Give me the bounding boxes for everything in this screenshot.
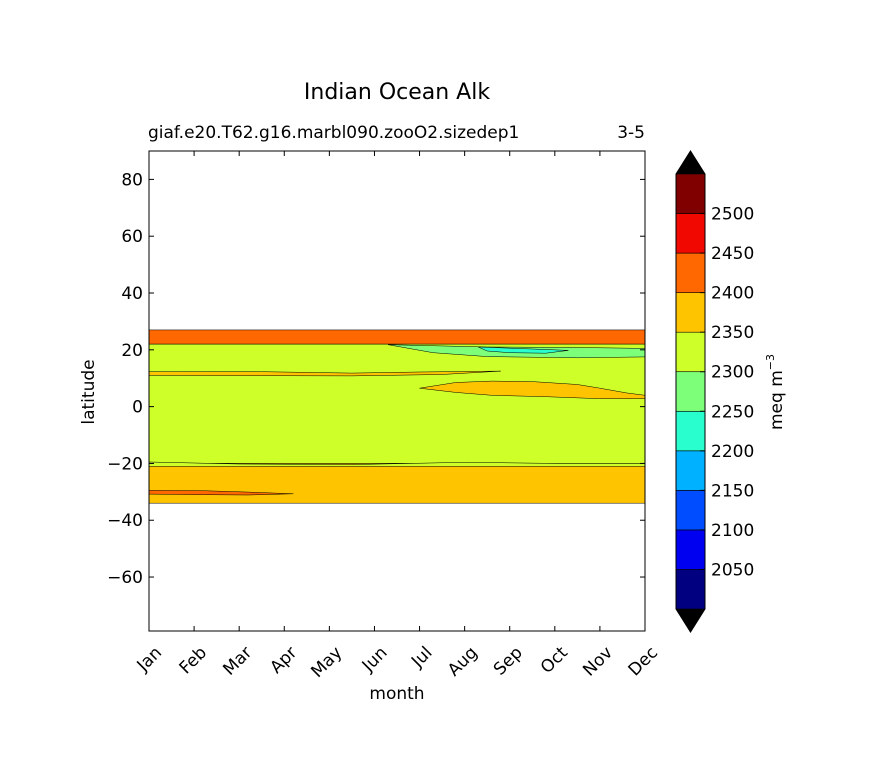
x-tick-label: Apr — [266, 643, 301, 678]
plot-frame — [148, 150, 646, 632]
colorbar-extend-min — [676, 609, 705, 632]
colorbar-tick-label: 2350 — [711, 323, 754, 343]
chart-subtitle-right: 3-5 — [617, 123, 645, 143]
x-tick-label: Jul — [407, 643, 436, 672]
colorbar-segment — [675, 371, 706, 412]
contour-region-4 — [149, 490, 294, 496]
x-tick-label: Nov — [579, 643, 617, 681]
y-tick-label: 40 — [121, 284, 143, 304]
x-tick-label: Jan — [133, 643, 166, 676]
x-axis-label: month — [369, 684, 424, 704]
colorbar-segment — [675, 410, 706, 452]
colorbar-tick-label: 2150 — [711, 481, 754, 501]
contour-region-3 — [149, 370, 501, 377]
colorbar-segment — [675, 173, 706, 214]
x-tick-label: Aug — [444, 643, 482, 681]
x-tick-label: Mar — [219, 643, 256, 680]
contour-fill-layer — [149, 329, 645, 504]
colorbar-tick-label: 2400 — [711, 284, 754, 304]
x-tick-label: Oct — [537, 643, 572, 678]
contour-band-0 — [149, 329, 645, 345]
contour-region-1 — [478, 346, 569, 354]
x-tick-label: Sep — [490, 643, 527, 680]
chart-title: Indian Ocean Alk — [304, 80, 490, 105]
y-tick-label: −60 — [107, 568, 143, 588]
x-tick-label: Feb — [176, 643, 211, 678]
y-tick-label: 60 — [121, 227, 143, 247]
contour-region-5 — [149, 461, 645, 467]
y-tick-label: −40 — [107, 511, 143, 531]
colorbar-segment — [675, 252, 706, 293]
contour-band-1 — [149, 343, 645, 464]
colorbar-tick-label: 2300 — [711, 363, 754, 383]
colorbar-outline — [675, 150, 706, 633]
colorbar-segment — [675, 331, 706, 373]
y-tick-label: 0 — [132, 398, 143, 418]
colorbar: 2050 2100 2150 2200 2250 2300 2350 2400 2450 2500 — [675, 150, 754, 633]
colorbar-label: meq m−3 — [764, 354, 787, 430]
colorbar-segment — [675, 569, 706, 610]
colorbar-tick-label: 2200 — [711, 442, 754, 462]
y-axis-label: latitude — [79, 359, 99, 424]
x-tick-label: Dec — [625, 643, 662, 680]
colorbar-segment — [675, 529, 706, 570]
x-tick-label: Jun — [358, 643, 392, 677]
chart-subtitle-left: giaf.e20.T62.g16.marbl090.zooO2.sizedep1 — [148, 123, 519, 143]
colorbar-tick-label: 2500 — [711, 205, 754, 225]
colorbar-segment — [675, 292, 706, 333]
y-tick-label: 20 — [121, 341, 143, 361]
contour-region-2 — [419, 380, 645, 399]
colorbar-tick-label: 2250 — [711, 402, 754, 422]
colorbar-extend-max — [676, 151, 705, 174]
y-tick-label: 80 — [121, 170, 143, 190]
colorbar-tick-label: 2050 — [711, 560, 754, 580]
colorbar-tick-label: 2450 — [711, 244, 754, 264]
colorbar-tick-label: 2100 — [711, 521, 754, 541]
y-tick-label: −20 — [107, 454, 143, 474]
x-tick-label: May — [307, 643, 346, 682]
colorbar-segment — [675, 490, 706, 531]
contour-band-2 — [149, 463, 645, 504]
y-axis: 80 60 40 20 0 −20 −40 −60 — [107, 170, 645, 588]
colorbar-segment — [675, 213, 706, 254]
colorbar-segment — [675, 450, 706, 491]
colorbar-label-exponent: −3 — [764, 354, 777, 370]
